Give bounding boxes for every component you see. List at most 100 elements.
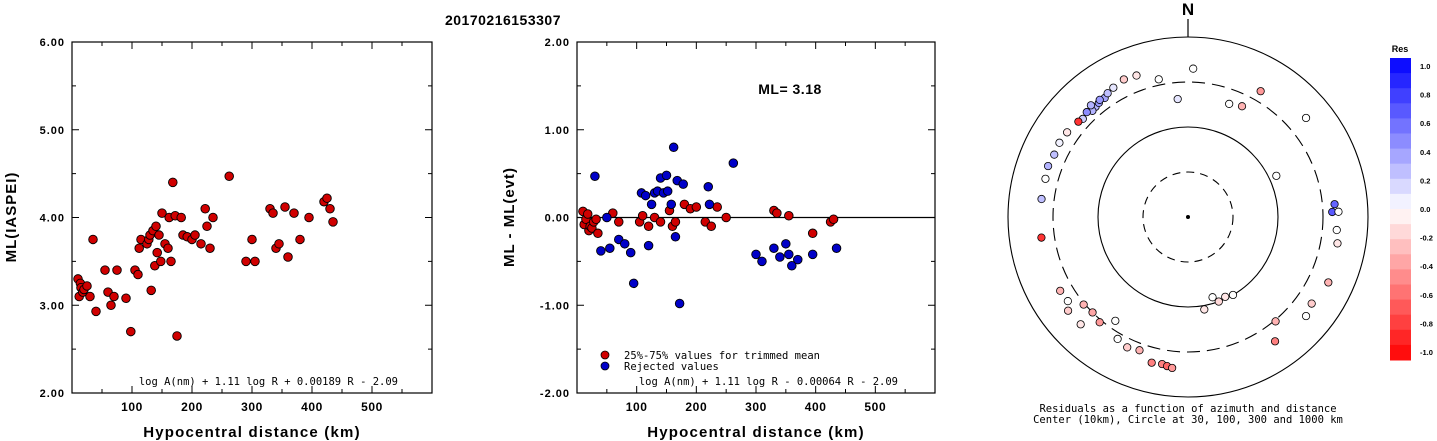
data-point: [208, 212, 218, 223]
colorbar-block: [1390, 224, 1411, 240]
data-point: [593, 228, 603, 239]
ml-vs-distance-chart: 2.00 3.00 4.00 5.00 6.00 100 200 300 400 500 log…: [3, 37, 433, 441]
data-point: [146, 285, 156, 296]
data-point: [831, 243, 842, 253]
colorbar-tick-label: 0.6: [1420, 119, 1430, 128]
colorbar-block: [1390, 284, 1411, 301]
data-point: [289, 208, 299, 218]
data-point: [88, 234, 98, 245]
formula-label: log A(nm) + 1.11 log R - 0.00064 R - 2.0…: [639, 376, 898, 388]
colorbar-tick-label: -0.8: [1420, 319, 1433, 328]
station-marker: [1076, 320, 1085, 329]
legend-marker-rejected: [600, 361, 610, 371]
y-tick-label: 2.00: [40, 388, 65, 400]
y-tick-label: -1.00: [540, 300, 570, 312]
data-point: [655, 217, 666, 227]
x-tick-label: 500: [361, 400, 383, 414]
data-point: [328, 217, 338, 227]
data-point: [619, 239, 630, 249]
station-marker: [1079, 300, 1088, 309]
data-point: [91, 306, 101, 317]
x-tick-label: 100: [626, 400, 648, 414]
data-point: [670, 232, 681, 242]
data-point: [176, 212, 186, 223]
data-point: [112, 265, 122, 275]
data-point: [614, 217, 624, 227]
colorbar-block: [1390, 118, 1411, 134]
station-marker: [1037, 194, 1046, 204]
data-point: [250, 256, 260, 267]
data-point: [268, 208, 278, 218]
data-point: [280, 202, 290, 212]
station-marker: [1055, 138, 1064, 147]
data-point: [590, 171, 600, 182]
data-point: [163, 243, 173, 253]
station-marker: [1270, 337, 1280, 346]
data-point: [670, 217, 681, 227]
data-point: [643, 221, 654, 232]
colorbar-block: [1390, 73, 1411, 89]
station-marker: [1189, 64, 1198, 73]
colorbar-block: [1390, 254, 1411, 270]
station-marker: [1037, 233, 1046, 242]
data-point: [668, 142, 679, 153]
station-marker: [1225, 99, 1234, 108]
legend-marker-trimmed: [600, 350, 610, 360]
data-point: [304, 212, 314, 223]
station-marker: [1063, 128, 1072, 137]
station-marker: [1119, 75, 1128, 84]
data-point: [274, 239, 284, 249]
figure-title: 20170216153307: [445, 12, 561, 28]
station-marker: [1074, 117, 1083, 126]
polar-caption-2: Center (10km), Circle at 30, 100, 300 an…: [1033, 414, 1343, 426]
data-point: [781, 239, 791, 249]
x-tick-label: 200: [685, 400, 707, 414]
data-point: [196, 239, 206, 249]
north-label: N: [1182, 0, 1194, 19]
station-marker: [1056, 286, 1065, 295]
data-point: [134, 243, 144, 253]
data-point: [157, 208, 167, 218]
station-marker: [1123, 343, 1132, 352]
station-marker: [1333, 239, 1342, 248]
data-point: [674, 298, 685, 309]
data-point: [168, 177, 178, 188]
data-point: [704, 199, 715, 210]
station-marker: [1214, 297, 1223, 306]
legend-label-rejected: Rejected values: [624, 361, 719, 373]
station-marker: [1086, 101, 1095, 110]
data-point: [712, 202, 722, 212]
colorbar-block: [1390, 88, 1411, 104]
y-tick-label: 1.00: [545, 125, 570, 137]
colorbar-block: [1390, 299, 1411, 316]
data-point: [757, 256, 767, 267]
data-point: [691, 202, 702, 212]
ml-annotation: ML= 3.18: [758, 81, 822, 97]
data-point: [793, 254, 803, 265]
data-point: [152, 247, 162, 258]
y-tick-label: 5.00: [40, 125, 65, 137]
colorbar-title: Res: [1392, 44, 1409, 54]
data-point: [703, 182, 714, 192]
colorbar-block: [1390, 103, 1411, 119]
data-point: [190, 230, 200, 240]
y-tick-label: 0.00: [545, 213, 570, 225]
x-tick-label: 200: [181, 400, 203, 414]
station-marker: [1147, 358, 1156, 367]
station-marker: [1272, 171, 1281, 180]
data-point: [205, 243, 215, 253]
data-point: [784, 210, 794, 221]
data-point: [628, 278, 639, 289]
data-point: [166, 256, 176, 267]
epicenter-dot: [1186, 215, 1190, 219]
data-point: [807, 228, 818, 239]
x-tick-label: 400: [805, 400, 827, 414]
y-tick-label: 4.00: [40, 213, 65, 225]
x-tick-label: 300: [241, 400, 263, 414]
station-marker: [1237, 102, 1247, 111]
station-marker: [1103, 89, 1112, 98]
x-tick-label: 300: [745, 400, 767, 414]
data-point: [637, 210, 648, 221]
data-point: [106, 300, 116, 311]
y-tick-label: -2.00: [540, 388, 570, 400]
